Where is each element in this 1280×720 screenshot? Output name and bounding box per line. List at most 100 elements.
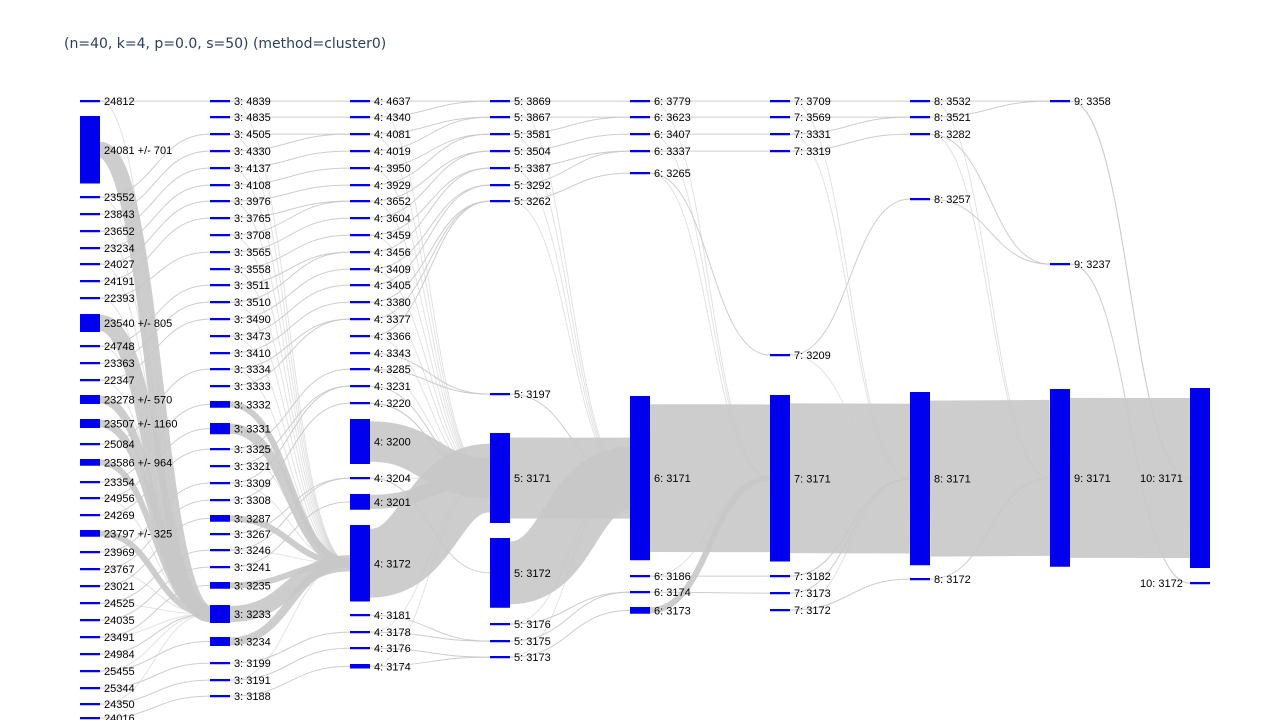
node-label: 24027 bbox=[104, 259, 135, 271]
sankey-node bbox=[350, 251, 370, 254]
node-label: 5: 3292 bbox=[514, 180, 551, 192]
sankey-link bbox=[99, 584, 211, 638]
sankey-link bbox=[99, 602, 211, 615]
sankey-link bbox=[99, 568, 211, 615]
node-label: 6: 3623 bbox=[654, 112, 691, 124]
node-label: 23507 +/- 1160 bbox=[104, 419, 178, 431]
sankey-link bbox=[929, 198, 1051, 265]
node-label: 6: 3173 bbox=[654, 605, 691, 617]
node-label: 8: 3257 bbox=[934, 194, 971, 206]
sankey-link bbox=[99, 368, 211, 445]
sankey-node bbox=[910, 578, 930, 581]
node-label: 6: 3186 bbox=[654, 571, 691, 583]
node-label: 7: 3331 bbox=[794, 129, 831, 141]
sankey-link bbox=[229, 385, 351, 467]
node-label: 8: 3171 bbox=[934, 474, 971, 486]
sankey-node bbox=[80, 459, 100, 466]
sankey-node bbox=[490, 200, 510, 203]
sankey-link bbox=[99, 167, 211, 232]
sankey-node bbox=[490, 150, 510, 153]
sankey-link bbox=[229, 167, 351, 564]
node-label: 24350 bbox=[104, 699, 135, 711]
sankey-link bbox=[229, 631, 351, 664]
sankey-node bbox=[770, 395, 790, 562]
sankey-link bbox=[229, 665, 351, 697]
node-label: 4: 3459 bbox=[374, 230, 411, 242]
sankey-node bbox=[80, 481, 100, 484]
node-label: 24984 bbox=[104, 649, 135, 661]
sankey-node bbox=[350, 318, 370, 321]
sankey-link bbox=[509, 167, 631, 479]
sankey-link bbox=[229, 268, 351, 320]
sankey-node bbox=[80, 530, 100, 537]
node-label: 4: 3604 bbox=[374, 213, 411, 225]
node-label: 3: 3565 bbox=[234, 247, 271, 259]
node-label: 5: 3262 bbox=[514, 196, 551, 208]
node-label: 6: 3337 bbox=[654, 146, 691, 158]
sankey-link bbox=[99, 549, 211, 604]
sankey-node bbox=[490, 116, 510, 119]
sankey-node bbox=[80, 619, 100, 622]
sankey-node bbox=[210, 133, 230, 136]
sankey-link bbox=[789, 116, 911, 135]
sankey-node bbox=[80, 263, 100, 266]
node-label: 6: 3171 bbox=[654, 473, 691, 485]
links-layer bbox=[97, 100, 1191, 719]
sankey-node bbox=[80, 116, 100, 184]
node-label: 3: 3331 bbox=[234, 424, 271, 436]
node-label: 3: 3410 bbox=[234, 348, 271, 360]
sankey-node bbox=[350, 402, 370, 405]
node-label: 3: 3558 bbox=[234, 264, 271, 276]
sankey-node bbox=[210, 100, 230, 103]
sankey-node bbox=[350, 268, 370, 271]
sankey-node bbox=[80, 670, 100, 673]
node-label: 9: 3237 bbox=[1074, 259, 1111, 271]
sankey-node bbox=[210, 385, 230, 388]
sankey-link bbox=[369, 631, 491, 642]
sankey-node bbox=[210, 335, 230, 338]
sankey-node bbox=[210, 515, 230, 522]
node-label: 3: 3199 bbox=[234, 658, 271, 670]
sankey-node bbox=[210, 637, 230, 646]
node-label: 5: 3173 bbox=[514, 652, 551, 664]
sankey-node bbox=[80, 345, 100, 348]
sankey-node bbox=[80, 419, 100, 428]
sankey-node bbox=[350, 217, 370, 220]
sankey-node bbox=[210, 352, 230, 355]
sankey-link bbox=[99, 184, 211, 249]
sankey-link bbox=[509, 150, 631, 169]
sankey-link bbox=[929, 100, 1051, 118]
node-label: 3: 3308 bbox=[234, 495, 271, 507]
node-label: 3: 3473 bbox=[234, 331, 271, 343]
node-label: 23797 +/- 325 bbox=[104, 528, 172, 540]
node-label: 3: 4108 bbox=[234, 180, 271, 192]
sankey-node bbox=[80, 100, 100, 103]
node-label: 3: 4839 bbox=[234, 96, 271, 108]
node-label: 5: 3175 bbox=[514, 636, 551, 648]
sankey-node bbox=[910, 133, 930, 136]
node-label: 3: 3188 bbox=[234, 691, 271, 703]
node-label: 9: 3358 bbox=[1074, 96, 1111, 108]
sankey-link bbox=[99, 284, 211, 347]
sankey-link bbox=[369, 133, 491, 186]
node-label: 24269 bbox=[104, 510, 135, 522]
sankey-link bbox=[229, 184, 351, 202]
sankey-node bbox=[770, 575, 790, 578]
sankey-link bbox=[99, 641, 211, 672]
sankey-node bbox=[1050, 263, 1070, 266]
node-label: 5: 3176 bbox=[514, 619, 551, 631]
sankey-link bbox=[229, 385, 351, 484]
node-label: 3: 3765 bbox=[234, 213, 271, 225]
sankey-link bbox=[229, 251, 351, 303]
sankey-node bbox=[350, 184, 370, 187]
node-label: 22347 bbox=[104, 375, 135, 387]
node-label: 24081 +/- 701 bbox=[104, 145, 172, 157]
sankey-node bbox=[350, 100, 370, 103]
sankey-link bbox=[789, 478, 911, 611]
sankey-link bbox=[99, 499, 211, 570]
sankey-node bbox=[350, 525, 370, 602]
sankey-link bbox=[99, 566, 211, 621]
node-label: 10: 3172 bbox=[1140, 578, 1183, 590]
sankey-node bbox=[210, 695, 230, 698]
node-label: 24035 bbox=[104, 615, 135, 627]
